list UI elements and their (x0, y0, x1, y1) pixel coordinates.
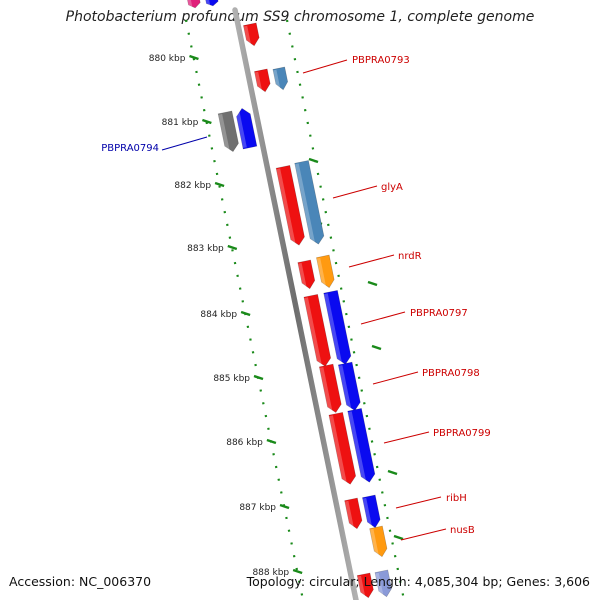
ruler-tick-mark (367, 280, 378, 287)
ruler-tick-mark (371, 344, 382, 351)
ruler-tick-label: 882 kbp (174, 181, 211, 191)
gene-arrow-PBPRA0799-red[interactable] (328, 411, 357, 485)
gene-arrow-nrdR-red[interactable] (297, 259, 316, 290)
gene-label-PBPRA0799[interactable]: PBPRA0799 (433, 428, 491, 439)
accession-label: Accession: NC_006370 (9, 574, 152, 589)
ruler-tick-mark (292, 568, 303, 575)
leader-line-PBPRA0797 (360, 311, 406, 325)
ruler-tick-mark (240, 310, 251, 317)
outer-frame-right (285, 19, 406, 600)
ruler-tick-mark (227, 244, 238, 251)
ruler-tick-mark (279, 503, 290, 510)
ruler-tick-label: 880 kbp (149, 54, 186, 64)
gene-arrow-top-blue[interactable] (204, 0, 219, 7)
ruler-tick-mark (308, 157, 319, 164)
leader-line-PBPRA0794 (161, 136, 208, 151)
ruler-tick-mark (253, 374, 264, 381)
ruler-tick-label: 883 kbp (187, 244, 224, 254)
gene-arrow-nusB-orange[interactable] (369, 525, 389, 558)
ruler-tick-mark (393, 534, 404, 541)
gene-arrow-PBPRA0799-blue[interactable] (347, 407, 377, 483)
gene-arrow-PBPRA0794-gray[interactable] (217, 110, 240, 153)
ruler-tick-mark (189, 54, 199, 61)
leader-line-nrdR (348, 254, 395, 268)
ruler-tick-label: 885 kbp (213, 374, 250, 384)
ruler-tick-label: 884 kbp (200, 310, 237, 320)
genome-backbone (232, 7, 359, 600)
gene-label-glyA[interactable]: glyA (381, 182, 403, 193)
gene-arrow-ribH-red[interactable] (344, 497, 364, 530)
gene-arrow-PBPRA0798-blue[interactable] (337, 361, 361, 412)
ruler-tick-label: 886 kbp (226, 438, 263, 448)
gene-arrow-nrdR-orange[interactable] (316, 254, 335, 289)
leader-line-PBPRA0793 (302, 59, 348, 74)
gene-arrow-upstream[interactable] (243, 22, 260, 47)
gene-label-PBPRA0798[interactable]: PBPRA0798 (422, 368, 480, 379)
gene-label-nrdR[interactable]: nrdR (398, 251, 422, 262)
gene-arrow-PBPRA0793-red[interactable] (254, 68, 271, 93)
ruler-tick-mark (214, 181, 225, 188)
gene-arrow-glyA-blue[interactable] (294, 160, 326, 245)
map-title: Photobacterium profundum SS9 chromosome … (65, 9, 535, 25)
gene-label-PBPRA0794[interactable]: PBPRA0794 (101, 143, 159, 154)
ruler-tick-mark (266, 438, 277, 445)
gene-arrow-bottom-blue[interactable] (374, 569, 393, 598)
gene-arrow-glyA-red[interactable] (275, 165, 306, 246)
gene-label-PBPRA0797[interactable]: PBPRA0797 (410, 308, 468, 319)
ruler-ticks: 880 kbp 881 kbp 882 kbp 883 kbp 884 kbp 885 k… (149, 54, 404, 578)
genome-summary: Topology: circular; Length: 4,085,304 bp… (246, 574, 590, 589)
ruler-tick-mark (201, 118, 212, 125)
gene-arrow-PBPRA0794-blue[interactable] (235, 107, 258, 150)
leader-line-glyA (332, 185, 378, 199)
gene-arrow-PBPRA0797-red[interactable] (303, 293, 332, 367)
ruler-tick-label: 887 kbp (239, 503, 276, 513)
gene-arrow-PBPRA0797-blue[interactable] (323, 289, 353, 365)
gene-arrow-PBPRA0798-red[interactable] (318, 363, 342, 414)
ruler-tick-label: 888 kbp (252, 568, 289, 578)
gene-label-ribH[interactable]: ribH (446, 493, 467, 504)
gene-arrow-PBPRA0793-blue[interactable] (272, 66, 289, 91)
gene-arrow-bottom-red[interactable] (356, 572, 375, 599)
gene-arrow-top-magenta[interactable] (186, 0, 201, 9)
leader-line-ribH (395, 496, 442, 509)
ruler-tick-mark (387, 469, 398, 476)
gene-label-nusB[interactable]: nusB (450, 525, 475, 536)
gene-features (186, 0, 393, 599)
gene-arrow-ribH-blue[interactable] (362, 494, 381, 529)
gene-labels: PBPRA0793 PBPRA0794 glyA nrdR PBPRA0797 PBPRA… (101, 55, 491, 536)
gene-label-PBPRA0793[interactable]: PBPRA0793 (352, 55, 410, 66)
label-leader-lines (161, 59, 447, 541)
leader-line-PBPRA0798 (372, 371, 419, 385)
leader-line-PBPRA0799 (383, 431, 430, 444)
ruler-tick-label: 881 kbp (162, 118, 199, 128)
leader-line-nusB (400, 528, 447, 541)
